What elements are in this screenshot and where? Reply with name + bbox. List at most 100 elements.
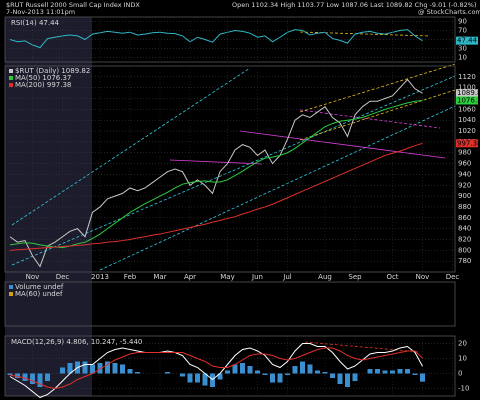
histogram-bar [315,370,320,374]
histogram-bar [105,361,110,374]
panel-title: RSI(14) 47.44 [11,19,60,27]
x-tick-label: 2013 [91,273,109,281]
legend-swatch [9,83,13,87]
y-tick-label: 900 [458,192,471,200]
histogram-bar [337,373,343,384]
y-tick-label: 840 [458,225,471,233]
panel-title: MACD(12,26,9) 4.806, 10.247, -5.440 [11,338,142,346]
x-tick-label: Dec [446,273,460,281]
trend-line [169,159,263,165]
x-tick-label: Nov [416,273,430,281]
histogram-bar [30,373,35,384]
y-tick-label: 940 [458,170,471,178]
y-tick-label: 920 [458,181,471,189]
histogram-bar [217,373,223,380]
histogram-bar [322,372,328,374]
x-tick-label: Jun [251,273,263,281]
annotations [11,31,456,353]
last-value-box [456,139,478,148]
legend-swatch [9,69,13,73]
last-value-label: 1089.82 [457,89,480,97]
x-tick-label: Oct [386,273,398,281]
histogram-bar [67,363,73,374]
histogram-bar [412,373,418,375]
series-line [9,343,423,399]
y-tick-label: 10 [458,54,467,62]
header-date: 7-Nov-2013 11:01pm [6,8,75,16]
histogram-bar [90,364,95,374]
trend-line [304,341,421,353]
histogram-bar [285,373,290,375]
histogram-bar [382,370,388,374]
trend-line [299,63,456,113]
y-tick-label: 20 [458,340,467,348]
x-tick-label: Feb [124,273,137,281]
histogram-bar [180,373,185,377]
last-value-box [456,96,478,105]
y-tick-label: 800 [458,246,471,254]
histogram-bar [292,366,298,374]
histogram-bar [37,373,43,387]
x-tick-label: Apr [184,273,196,281]
histogram-bar [202,373,208,386]
y-tick-label: 1120 [458,73,476,81]
histogram-bar [232,364,238,374]
y-tick-label: 70 [458,27,467,35]
y-tick-label: -10 [458,385,469,393]
shaded-region [5,17,92,396]
y-tick-label: 10 [458,355,467,363]
header-title: $RUT Russell 2000 Small Cap Index INDX [6,1,140,9]
series-line [9,78,423,268]
histogram-bar [397,369,403,374]
x-tick-label: May [220,273,234,281]
histogram-bar [262,373,268,375]
series-line [9,142,423,251]
histogram-bar [7,373,13,375]
series-line [9,347,423,390]
trend-line [99,105,456,271]
x-tick-label: Nov [26,273,40,281]
histogram-bar [210,373,215,387]
histogram-bar [240,363,245,374]
histogram-bar [187,373,193,383]
histogram-bar [405,369,410,374]
x-tick-label: Sep [348,273,362,281]
header-quote: Open 1102.34 High 1103.77 Low 1087.06 La… [232,1,477,9]
histogram-bar [345,373,350,387]
x-tick-label: Mar [153,273,166,281]
histogram-bar [247,366,253,374]
histogram-bar [255,370,260,374]
y-tick-label: 1020 [458,127,476,135]
histogram-bar [420,373,425,382]
histogram-bar [277,373,283,383]
trend-line [299,89,456,141]
series-line [9,29,423,49]
y-tick-label: 860 [458,214,471,222]
histogram-bar [97,363,103,374]
panel [4,335,456,397]
y-tick-label: 820 [458,235,471,243]
series-line [9,99,423,249]
trend-line [239,130,446,159]
histogram-bar [22,373,28,381]
legend-swatch [9,76,13,80]
histogram-bar [352,373,358,381]
histogram-bar [270,373,275,383]
histogram-bar [15,373,20,378]
panel [4,281,456,327]
y-tick-label: 90 [458,18,467,26]
histogram-bar [127,369,133,374]
y-tick-label: 30 [458,45,467,53]
legend-entry: $RUT (Daily) 1089.82 [15,67,90,75]
x-tick-label: Jul [282,273,292,281]
histogram-bar [390,370,395,374]
last-value-label: 47.44 [457,37,478,45]
histogram-bar [120,364,125,374]
y-tick-label: 1100 [458,84,476,92]
histogram-bar [82,361,88,374]
histogram-bar [375,369,380,374]
histogram-bar [367,369,373,374]
last-value-label: 1076.37 [457,96,480,104]
last-value-box [456,36,478,45]
